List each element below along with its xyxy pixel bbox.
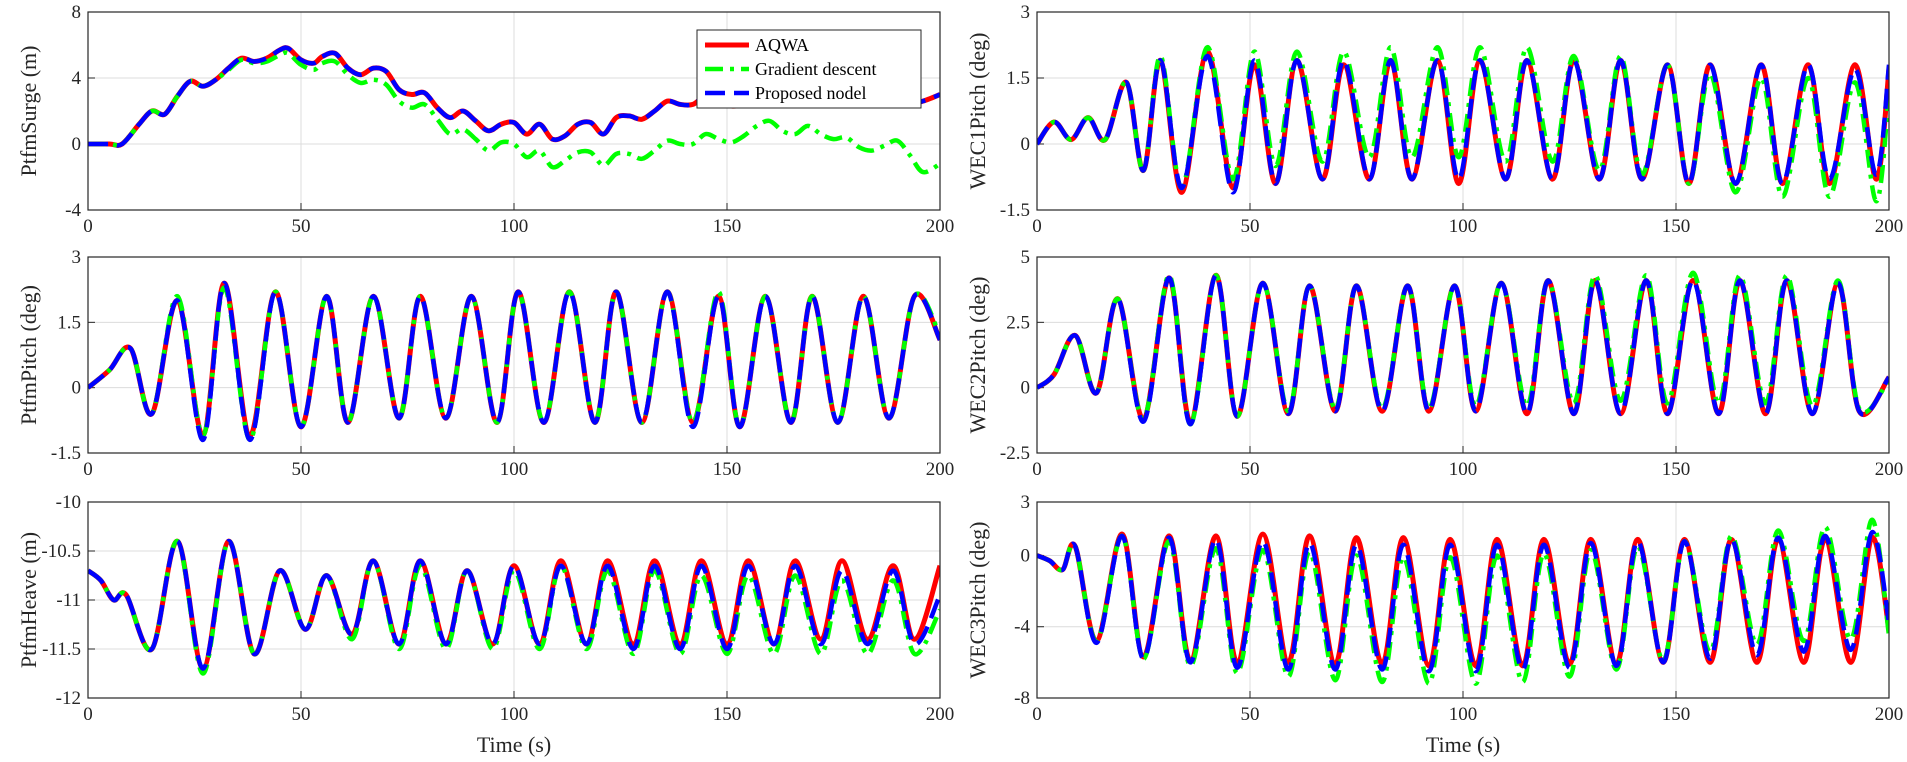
x-tick-label: 100 — [1449, 704, 1478, 725]
x-tick-label: 0 — [1032, 704, 1042, 725]
y-tick-label: 1.5 — [1006, 68, 1030, 89]
y-tick-label: -2.5 — [1000, 443, 1030, 464]
y-tick-label: 0 — [72, 378, 82, 399]
x-tick-label: 50 — [1241, 216, 1260, 237]
y-tick-label: 0 — [1021, 378, 1031, 399]
axes-frame — [87, 501, 941, 699]
y-tick-label: 4 — [72, 68, 82, 89]
x-tick-label: 0 — [1032, 459, 1042, 480]
series-gradient-descent — [88, 50, 940, 175]
x-tick-label: 100 — [500, 216, 529, 237]
x-tick-label: 50 — [292, 216, 311, 237]
y-tick-label: 3 — [1021, 492, 1031, 513]
axes-frame — [87, 256, 941, 454]
y-tick-label: 3 — [72, 247, 82, 268]
x-tick-label: 150 — [1662, 704, 1691, 725]
chart-ptfm-heave: 0 50 100 150 200 -12 -11.5 -11 -10.5 -10 PtfmHeave… — [16, 492, 954, 757]
chart-wec3-pitch: 0 50 100 150 200 -8 -4 0 3 WEC3Pitch (deg) Time (s… — [965, 492, 1903, 757]
series-gradient-descent — [1037, 44, 1889, 204]
series-proposed-nodel — [88, 538, 940, 671]
y-tick-label: 0 — [72, 134, 82, 155]
x-tick-label: 0 — [1032, 216, 1042, 237]
y-axis-label: WEC2Pitch (deg) — [965, 276, 990, 433]
x-tick-label: 50 — [292, 459, 311, 480]
y-tick-label: 1.5 — [57, 312, 81, 333]
y-tick-label: 2.5 — [1006, 312, 1030, 333]
y-tick-label: 0 — [1021, 545, 1031, 566]
x-axis-label: Time (s) — [477, 732, 551, 757]
x-tick-label: 200 — [1875, 704, 1904, 725]
y-tick-label: 8 — [72, 2, 82, 23]
axes-frame — [1036, 256, 1890, 454]
y-axis-label: PtfmHeave (m) — [16, 532, 41, 668]
x-tick-label: 100 — [1449, 216, 1478, 237]
legend: AQWA Gradient descent Proposed nodel — [696, 29, 922, 109]
y-tick-label: -1.5 — [1000, 200, 1030, 221]
x-tick-label: 150 — [713, 216, 742, 237]
y-tick-label: -4 — [1014, 617, 1030, 638]
y-axis-label: WEC1Pitch (deg) — [965, 32, 990, 189]
x-tick-label: 200 — [926, 704, 955, 725]
series-proposed-nodel — [88, 280, 940, 443]
y-tick-label: -10 — [56, 492, 81, 513]
x-axis-label: Time (s) — [1426, 732, 1500, 757]
y-tick-label: -12 — [56, 688, 81, 709]
x-tick-label: 200 — [926, 216, 955, 237]
x-tick-label: 200 — [1875, 216, 1904, 237]
x-tick-label: 50 — [1241, 704, 1260, 725]
legend-label: Proposed nodel — [755, 83, 867, 103]
y-axis-label: PtfmPitch (deg) — [16, 285, 41, 425]
x-tick-label: 100 — [500, 459, 529, 480]
legend-label: Gradient descent — [755, 59, 876, 79]
x-tick-label: 150 — [1662, 459, 1691, 480]
x-tick-label: 100 — [500, 704, 529, 725]
x-tick-label: 200 — [1875, 459, 1904, 480]
x-tick-label: 50 — [1241, 459, 1260, 480]
x-tick-label: 50 — [292, 704, 311, 725]
x-tick-label: 0 — [83, 459, 93, 480]
axes-frame — [1036, 501, 1890, 699]
x-tick-label: 0 — [83, 216, 93, 237]
y-tick-label: -10.5 — [41, 541, 81, 562]
y-axis-label: PtfmSurge (m) — [16, 46, 41, 177]
y-tick-label: 3 — [1021, 2, 1031, 23]
y-tick-label: -11.5 — [42, 639, 81, 660]
y-tick-label: -8 — [1014, 688, 1030, 709]
axes-frame — [87, 11, 941, 211]
y-tick-label: -4 — [65, 200, 81, 221]
y-axis-label: WEC3Pitch (deg) — [965, 521, 990, 678]
series-proposed-nodel — [1037, 273, 1889, 427]
y-tick-label: 5 — [1021, 247, 1031, 268]
x-tick-label: 100 — [1449, 459, 1478, 480]
y-tick-label: 0 — [1021, 134, 1031, 155]
x-tick-label: 200 — [926, 459, 955, 480]
axes-frame — [1036, 11, 1890, 211]
x-tick-label: 150 — [713, 459, 742, 480]
y-tick-label: -1.5 — [51, 443, 81, 464]
x-tick-label: 150 — [1662, 216, 1691, 237]
series-proposed-nodel — [1037, 530, 1889, 674]
x-tick-label: 0 — [83, 704, 93, 725]
x-tick-label: 150 — [713, 704, 742, 725]
legend-label: AQWA — [755, 35, 809, 55]
y-tick-label: -11 — [56, 590, 81, 611]
